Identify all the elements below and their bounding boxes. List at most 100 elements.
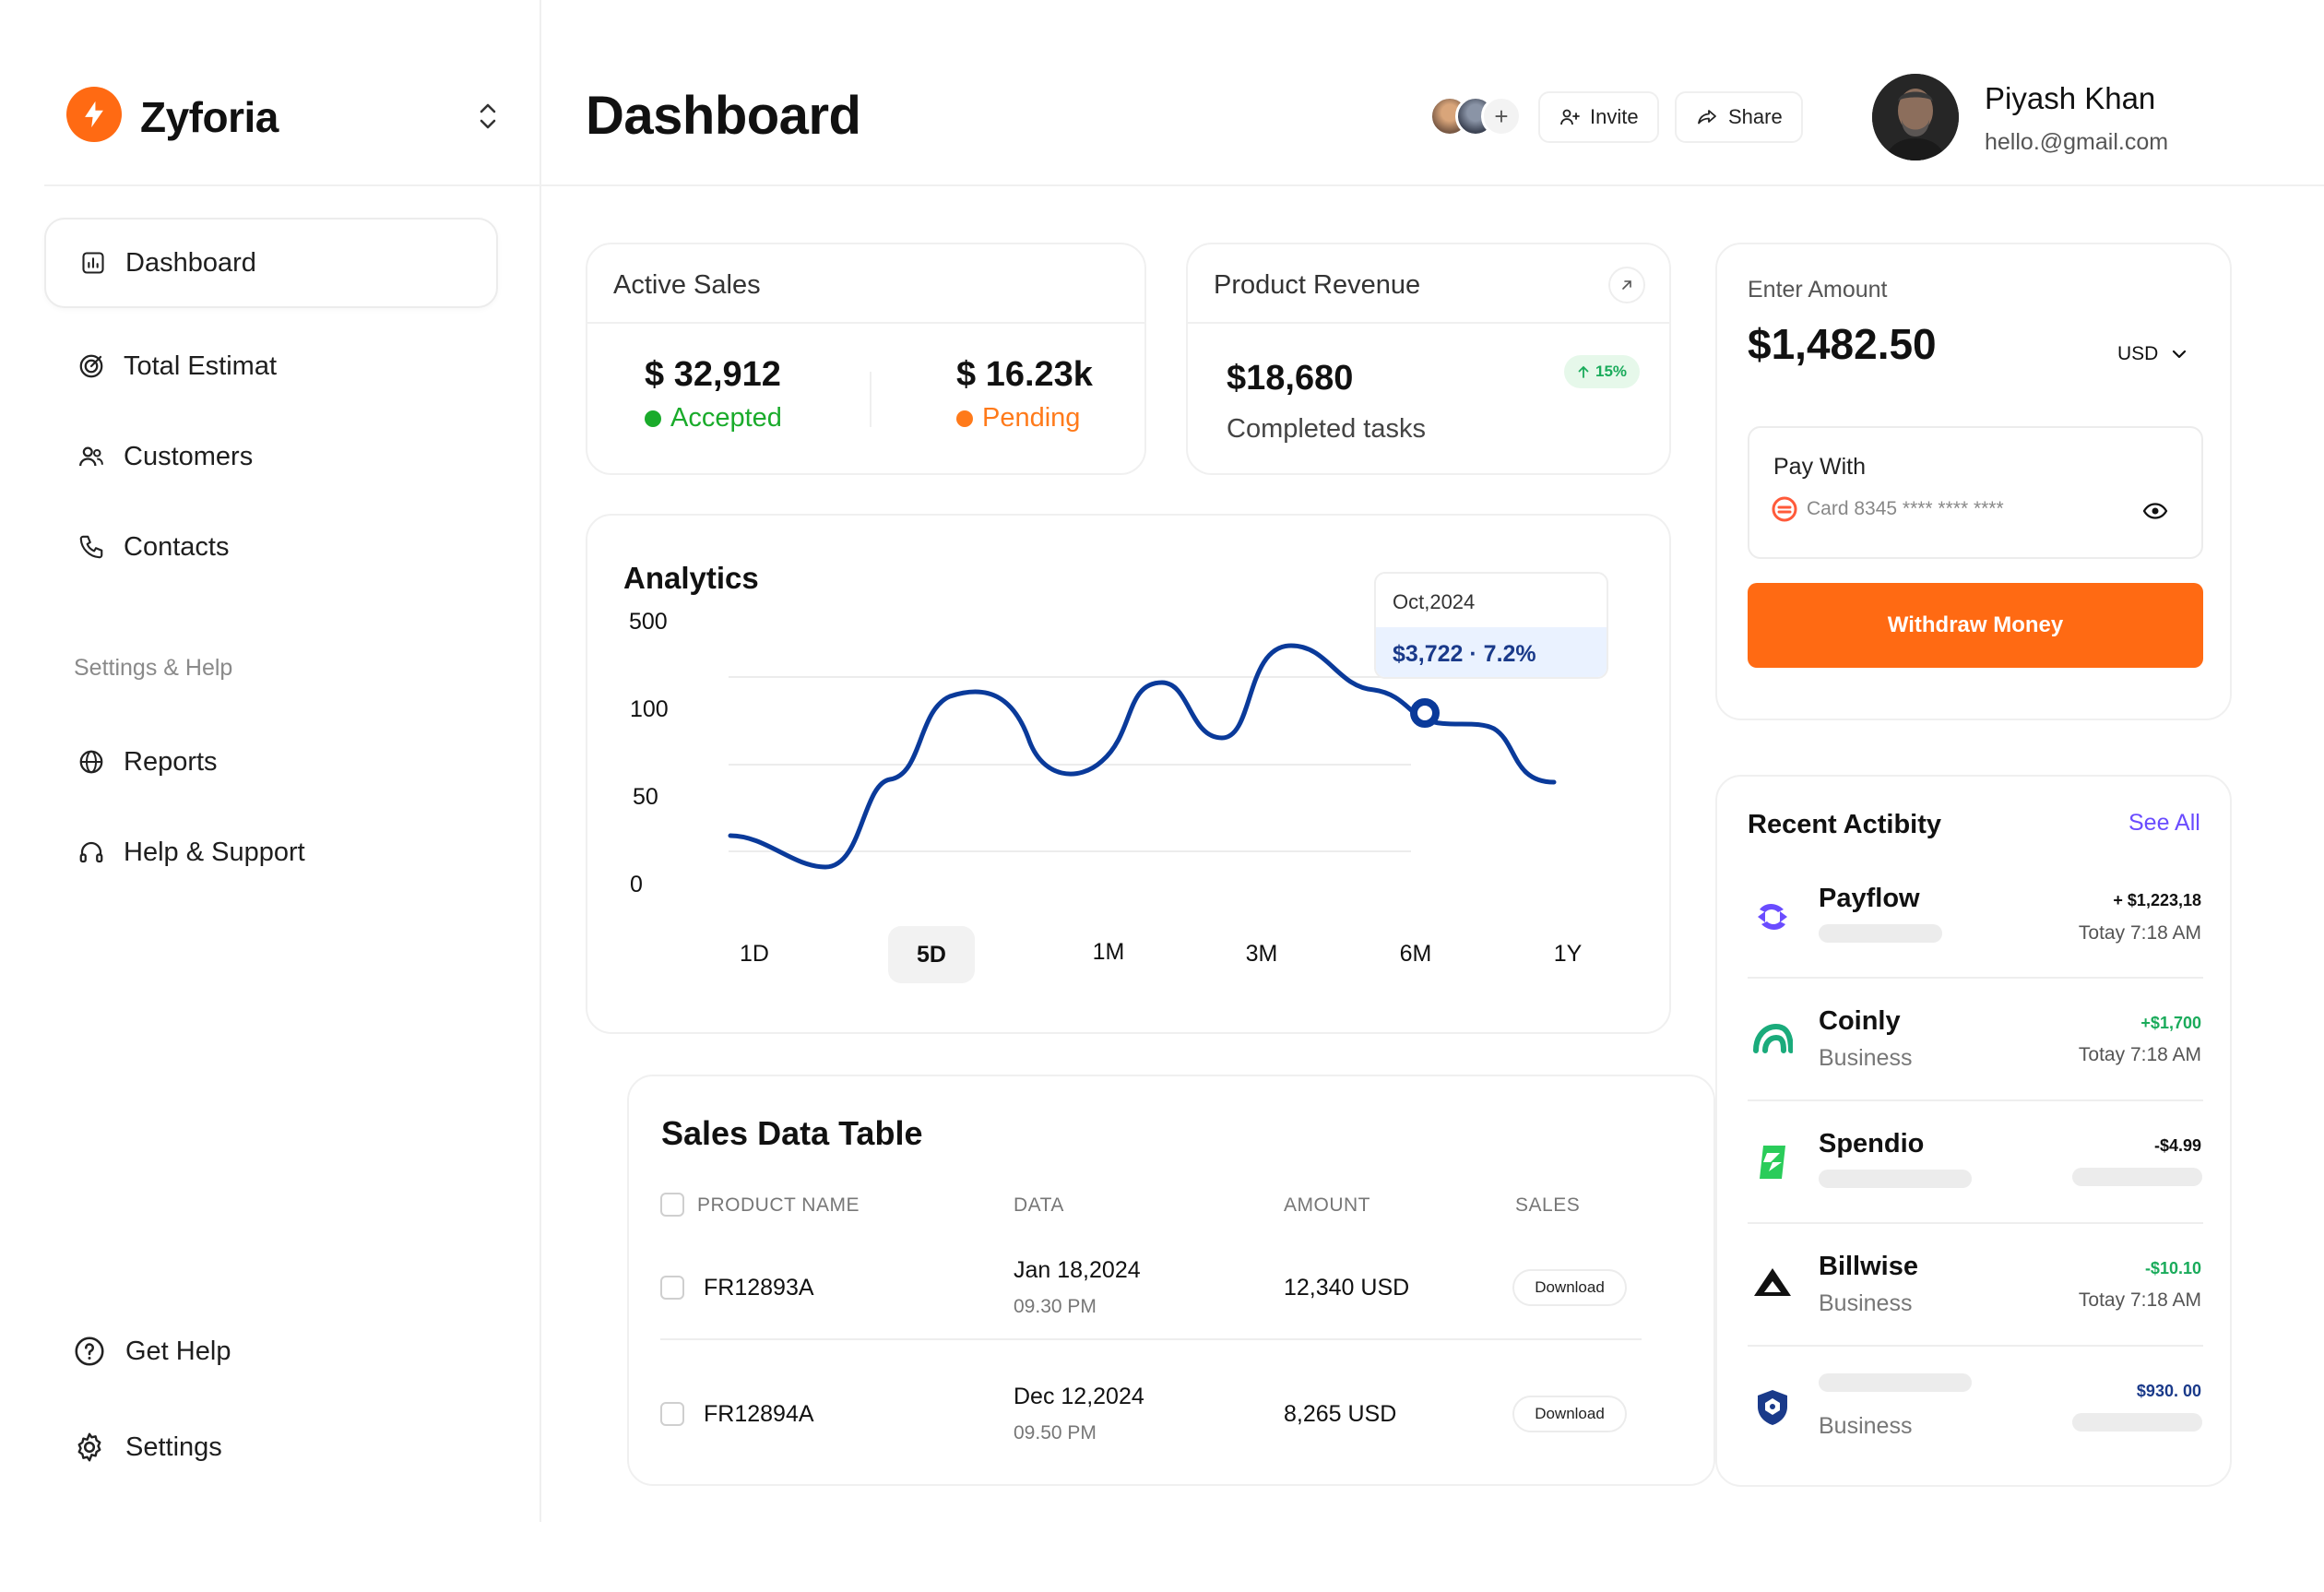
pay-with-box[interactable]	[1748, 426, 2203, 559]
column-header[interactable]: SALES	[1515, 1194, 1581, 1216]
activity-name: Coinly	[1819, 1006, 1901, 1036]
product-name: FR12893A	[704, 1275, 814, 1301]
activity-sub: Business	[1819, 1290, 1913, 1316]
eye-icon[interactable]	[2141, 500, 2169, 522]
gear-icon	[72, 1430, 107, 1465]
sidebar-item-label: Contacts	[124, 531, 230, 562]
range-5d-button[interactable]: 5D	[888, 926, 975, 983]
row-amount: 12,340 USD	[1284, 1275, 1410, 1301]
withdraw-money-button[interactable]: Withdraw Money	[1748, 583, 2203, 668]
user-email: hello.@gmail.com	[1985, 129, 2169, 155]
list-divider	[1748, 1222, 2203, 1224]
row-date: Jan 18,2024	[1014, 1257, 1141, 1283]
row-checkbox[interactable]	[660, 1276, 684, 1300]
payflow-logo-icon	[1750, 895, 1795, 939]
sidebar-item-total-estimat[interactable]: Total Estimat	[44, 321, 498, 411]
sidebar-item-get-help[interactable]: Get Help	[72, 1334, 231, 1369]
accepted-label: Accepted	[670, 403, 782, 433]
sidebar-item-settings[interactable]: Settings	[72, 1430, 222, 1465]
y-tick-label: 0	[630, 872, 643, 897]
status-dot	[956, 410, 973, 427]
pending-status: Pending	[956, 403, 1080, 434]
placeholder-bar	[2072, 1413, 2202, 1432]
sidebar-divider	[44, 184, 541, 186]
download-button[interactable]: Download	[1512, 1396, 1627, 1432]
range-3m-button[interactable]: 3M	[1245, 940, 1278, 967]
activity-name: Billwise	[1819, 1252, 1918, 1281]
sidebar-item-label: Total Estimat	[124, 350, 277, 381]
share-button[interactable]: Share	[1675, 91, 1803, 143]
growth-badge: 15%	[1564, 355, 1641, 388]
row-date: Dec 12,2024	[1014, 1384, 1144, 1409]
page-title: Dashboard	[586, 86, 861, 146]
range-1y-button[interactable]: 1Y	[1553, 940, 1583, 967]
download-button[interactable]: Download	[1512, 1269, 1627, 1306]
brand-logo-icon[interactable]	[66, 87, 122, 142]
billwise-logo-icon	[1750, 1263, 1795, 1307]
placeholder-bar	[1819, 1170, 1972, 1188]
card-info: Card 8345 **** **** ****	[1772, 496, 2004, 522]
sidebar-item-dashboard[interactable]: Dashboard	[44, 218, 498, 308]
column-header[interactable]: PRODUCT NAME	[697, 1194, 860, 1216]
sidebar-item-reports[interactable]: Reports	[44, 717, 498, 807]
activity-time: Totay 7:18 AM	[2078, 1044, 2201, 1065]
collaborator-avatars[interactable]: +	[1429, 96, 1522, 140]
revenue-value: $18,680	[1227, 359, 1354, 398]
activity-amount: + $1,223,18	[2113, 891, 2201, 909]
sidebar-section-label: Settings & Help	[74, 655, 233, 681]
range-1d-button[interactable]: 1D	[740, 940, 769, 967]
arrow-up-icon	[1578, 365, 1589, 378]
arrow-up-right-icon[interactable]	[1608, 267, 1645, 303]
chevron-up-down-icon[interactable]	[475, 100, 501, 133]
pay-with-label: Pay With	[1773, 454, 1867, 480]
invite-button[interactable]: Invite	[1538, 91, 1659, 143]
add-collaborator-button[interactable]: +	[1481, 96, 1522, 137]
currency-select[interactable]: USD	[2117, 343, 2189, 365]
product-revenue-card: Product Revenue $18,680 Completed tasks …	[1186, 243, 1671, 475]
add-user-icon	[1560, 109, 1580, 125]
column-header[interactable]: DATA	[1014, 1194, 1064, 1216]
row-divider	[660, 1338, 1642, 1340]
activity-name: Spendio	[1819, 1129, 1925, 1158]
enter-amount-label: Enter Amount	[1748, 277, 1888, 303]
recent-activity-title: Recent Actibity	[1748, 810, 1942, 839]
shield-logo-icon	[1750, 1385, 1795, 1430]
amount-value[interactable]: $1,482.50	[1748, 320, 1937, 368]
see-all-link[interactable]: See All	[2128, 810, 2200, 836]
growth-badge-value: 15%	[1595, 362, 1628, 380]
activity-amount: +$1,700	[2140, 1014, 2201, 1032]
sidebar: Zyforia Dashboard Total Estimat Customer…	[0, 0, 541, 1522]
share-label: Share	[1728, 105, 1783, 128]
accepted-status: Accepted	[645, 403, 782, 434]
spendio-logo-icon	[1750, 1140, 1795, 1184]
row-time: 09.30 PM	[1014, 1296, 1097, 1317]
header-divider	[541, 184, 2324, 186]
column-header[interactable]: AMOUNT	[1284, 1194, 1370, 1216]
list-divider	[1748, 1345, 2203, 1347]
sidebar-item-label: Help & Support	[124, 837, 305, 867]
chevron-down-icon	[2173, 350, 2187, 359]
range-1m-button[interactable]: 1M	[1092, 938, 1125, 965]
range-6m-button[interactable]: 6M	[1399, 940, 1432, 967]
active-sales-title: Active Sales	[613, 270, 761, 300]
avatar[interactable]	[1872, 74, 1959, 160]
tooltip-value: $3,722 · 7.2%	[1376, 627, 1607, 677]
select-all-checkbox[interactable]	[660, 1193, 684, 1217]
row-time: 09.50 PM	[1014, 1422, 1097, 1443]
user-name: Piyash Khan	[1985, 81, 2156, 115]
activity-time: Totay 7:18 AM	[2078, 922, 2201, 944]
sidebar-item-label: Settings	[125, 1432, 222, 1462]
sidebar-item-help-support[interactable]: Help & Support	[44, 807, 498, 897]
chart-tooltip: Oct,2024 $3,722 · 7.2%	[1374, 572, 1608, 679]
sidebar-item-customers[interactable]: Customers	[44, 411, 498, 502]
placeholder-bar	[1819, 1373, 1972, 1392]
sidebar-item-contacts[interactable]: Contacts	[44, 502, 498, 592]
pending-label: Pending	[982, 403, 1081, 433]
question-circle-icon	[72, 1334, 107, 1369]
phone-icon	[76, 531, 107, 563]
sidebar-item-label: Customers	[124, 441, 254, 471]
revenue-label: Completed tasks	[1227, 414, 1426, 444]
currency-value: USD	[2117, 343, 2159, 364]
activity-amount: -$10.10	[2144, 1259, 2201, 1277]
row-checkbox[interactable]	[660, 1402, 684, 1426]
